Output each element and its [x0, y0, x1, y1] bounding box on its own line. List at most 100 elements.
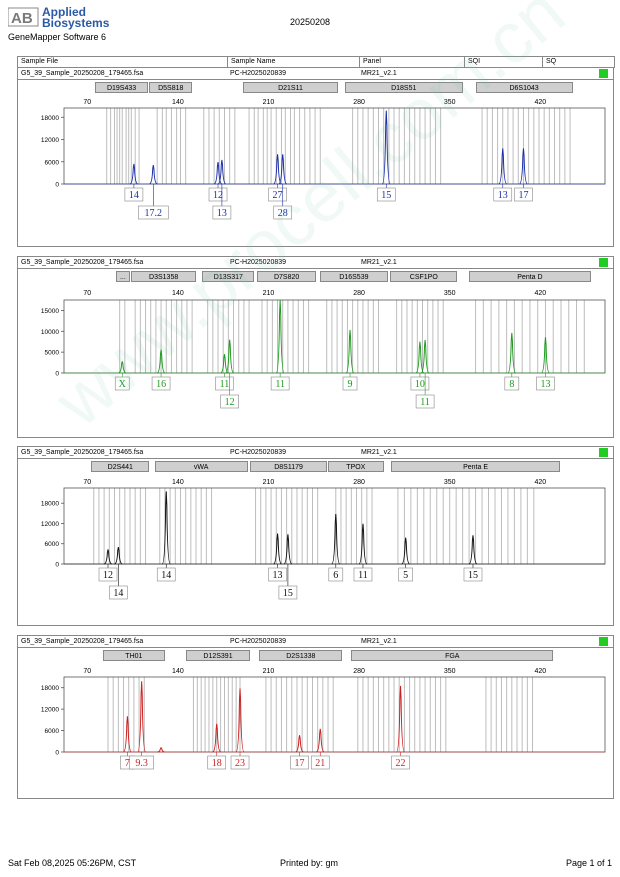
- software-name: GeneMapper Software 6: [8, 32, 107, 42]
- y-tick-label: 6000: [45, 728, 60, 735]
- allele-peak: [161, 491, 171, 565]
- allele-call-label: 11: [358, 570, 368, 581]
- allele-peak: [235, 688, 245, 753]
- x-tick-label: 210: [263, 479, 275, 486]
- x-tick-label: 140: [172, 479, 184, 486]
- allele-peak: [278, 154, 287, 185]
- marker-d12s391[interactable]: D12S391: [185, 650, 251, 661]
- allele-call-box: [98, 567, 118, 582]
- allele-call-label: 17: [518, 190, 528, 201]
- allele-call-box: [415, 394, 435, 409]
- allele-call-box: [391, 755, 410, 770]
- report-date-code: 20250208: [290, 17, 331, 27]
- marker-fga[interactable]: FGA: [351, 650, 554, 661]
- allele-call-box: [278, 585, 298, 600]
- allele-peak: [212, 723, 221, 753]
- allele-peak: [401, 537, 410, 565]
- panel-sample-name: PC-H2025020839: [230, 638, 287, 645]
- panel-panel: MR21_v2.1: [361, 259, 397, 266]
- panel-panel: MR21_v2.1: [361, 638, 397, 645]
- marker-d5s818[interactable]: D5S818: [149, 82, 193, 93]
- allele-peak: [468, 535, 478, 565]
- allele-call-label: 22: [396, 758, 406, 769]
- marker-d8s1179[interactable]: D8S1179: [250, 461, 327, 472]
- allele-call-label: 11: [275, 379, 285, 390]
- x-tick-label: 70: [83, 668, 91, 675]
- allele-call-label: X: [119, 379, 127, 390]
- panel-black: G5_39_Sample_20250208_179465.fsa PC-H2025…: [17, 446, 614, 626]
- marker-d2s441[interactable]: D2S441: [91, 461, 150, 472]
- allele-peak: [225, 339, 234, 374]
- allele-call-label: 16: [156, 379, 166, 390]
- x-tick-label: 210: [263, 668, 275, 675]
- col-sq: SQ: [546, 58, 557, 65]
- allele-call-box: [310, 755, 330, 770]
- allele-peak: [114, 547, 123, 565]
- allele-call-label: 5: [403, 570, 408, 581]
- marker-vwa[interactable]: vWA: [154, 461, 248, 472]
- allele-peak: [295, 735, 304, 753]
- y-tick-label: 0: [55, 562, 59, 569]
- logo-letters: AB: [11, 10, 33, 27]
- allele-call-box: [493, 187, 513, 202]
- allele-call-box: [328, 567, 344, 582]
- marker-th01[interactable]: TH01: [102, 650, 165, 661]
- allele-call-label: 6: [333, 570, 338, 581]
- allele-call-box: [208, 187, 228, 202]
- marker-pentae[interactable]: Penta E: [391, 461, 560, 472]
- allele-peak: [331, 513, 341, 565]
- allele-call-label: 9.3: [135, 758, 148, 769]
- allele-peak: [273, 154, 282, 185]
- allele-call-label: 11: [420, 397, 430, 408]
- panel-sample-name: PC-H2025020839: [230, 259, 287, 266]
- allele-call-box: [410, 376, 430, 391]
- allele-call-label: 12: [103, 570, 113, 581]
- plot-frame: [63, 676, 606, 753]
- allele-call-label: 14: [129, 190, 139, 201]
- sizing-quality-indicator: [599, 69, 608, 78]
- footer-page: Page 1 of 1: [565, 858, 612, 868]
- allele-peak: [273, 533, 282, 565]
- electropherogram-plot: 70 140 210 280 350 420 0 6000 12000 18000 7 9.3 18 23…: [41, 668, 606, 770]
- marker-d21s11[interactable]: D21S11: [242, 82, 339, 93]
- marker-d13s317[interactable]: D13S317: [202, 271, 255, 282]
- electropherogram-plot: 70 140 210 280 350 420 0 6000 12000 18000 14 17.2 12…: [41, 99, 606, 220]
- allele-peak: [498, 148, 508, 185]
- marker-d16s539[interactable]: D16S539: [320, 271, 388, 282]
- allele-call-label: 15: [283, 588, 293, 599]
- allele-call-box: [273, 205, 293, 220]
- marker-csf1po[interactable]: CSF1PO: [390, 271, 458, 282]
- marker-d19s433[interactable]: D19S433: [95, 82, 149, 93]
- x-tick-label: 350: [444, 290, 456, 297]
- allele-call-box: [124, 187, 144, 202]
- y-tick-label: 18000: [41, 501, 59, 508]
- allele-call-box: [376, 187, 396, 202]
- marker-pentad[interactable]: Penta D: [469, 271, 591, 282]
- marker-d7s820[interactable]: D7S820: [256, 271, 317, 282]
- marker-tpox[interactable]: TPOX: [328, 461, 384, 472]
- marker-d2s1338[interactable]: D2S1338: [259, 650, 343, 661]
- footer-printed-by: Printed by: gm: [280, 858, 339, 868]
- allele-call-label: 7: [125, 758, 130, 769]
- allele-peak: [507, 332, 517, 374]
- x-tick-label: 350: [444, 668, 456, 675]
- marker-d6s1043[interactable]: D6S1043: [475, 82, 573, 93]
- allele-peak: [123, 716, 132, 753]
- y-tick-label: 6000: [45, 541, 60, 548]
- allele-peak: [129, 163, 139, 185]
- marker-[interactable]: ...: [115, 271, 130, 282]
- panel-sample-file: G5_39_Sample_20250208_179465.fsa: [21, 70, 144, 77]
- allele-call-label: 12: [213, 190, 223, 201]
- panel-sample-name: PC-H2025020839: [230, 70, 287, 77]
- x-tick-label: 70: [83, 99, 91, 106]
- x-tick-label: 350: [444, 99, 456, 106]
- allele-peak: [213, 162, 223, 185]
- allele-call-box: [463, 567, 483, 582]
- marker-d18s51[interactable]: D18S51: [344, 82, 463, 93]
- allele-peak: [137, 681, 147, 753]
- y-tick-label: 5000: [45, 350, 60, 357]
- x-tick-label: 140: [172, 99, 184, 106]
- marker-d3s1358[interactable]: D3S1358: [131, 271, 196, 282]
- allele-peak: [541, 337, 550, 374]
